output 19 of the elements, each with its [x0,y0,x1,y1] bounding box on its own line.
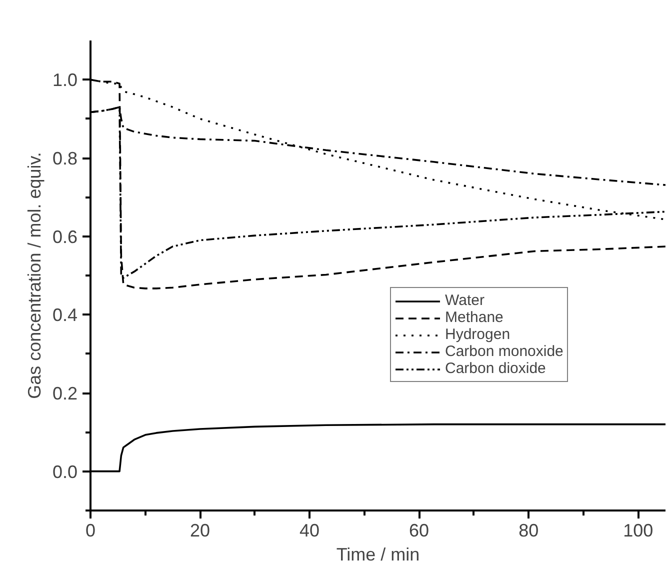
x-tick-label: 80 [518,520,539,540]
y-tick-label: 0.4 [52,305,78,326]
x-tick-label: 0 [85,520,96,540]
legend-label: Hydrogen [445,326,510,343]
x-tick-label: 100 [623,520,654,540]
x-tick-label: 60 [409,520,430,540]
x-axis-title: Time / min [336,544,420,564]
legend-label: Carbon monoxide [445,343,564,360]
y-tick-label: 0.8 [52,148,78,168]
legend-label: Water [445,292,484,309]
x-tick-label: 20 [190,520,210,540]
x-tick-label: 40 [300,520,320,540]
y-tick-label: 0.6 [52,226,78,247]
y-tick-label: 0.0 [52,462,78,482]
y-axis-title: Gas concentration / mol. equiv. [24,152,44,399]
y-tick-label: 0.2 [52,384,78,404]
legend-label: Carbon dioxide [445,360,546,377]
y-tick-label: 1.0 [52,70,78,90]
legend-label: Methane [445,309,504,326]
